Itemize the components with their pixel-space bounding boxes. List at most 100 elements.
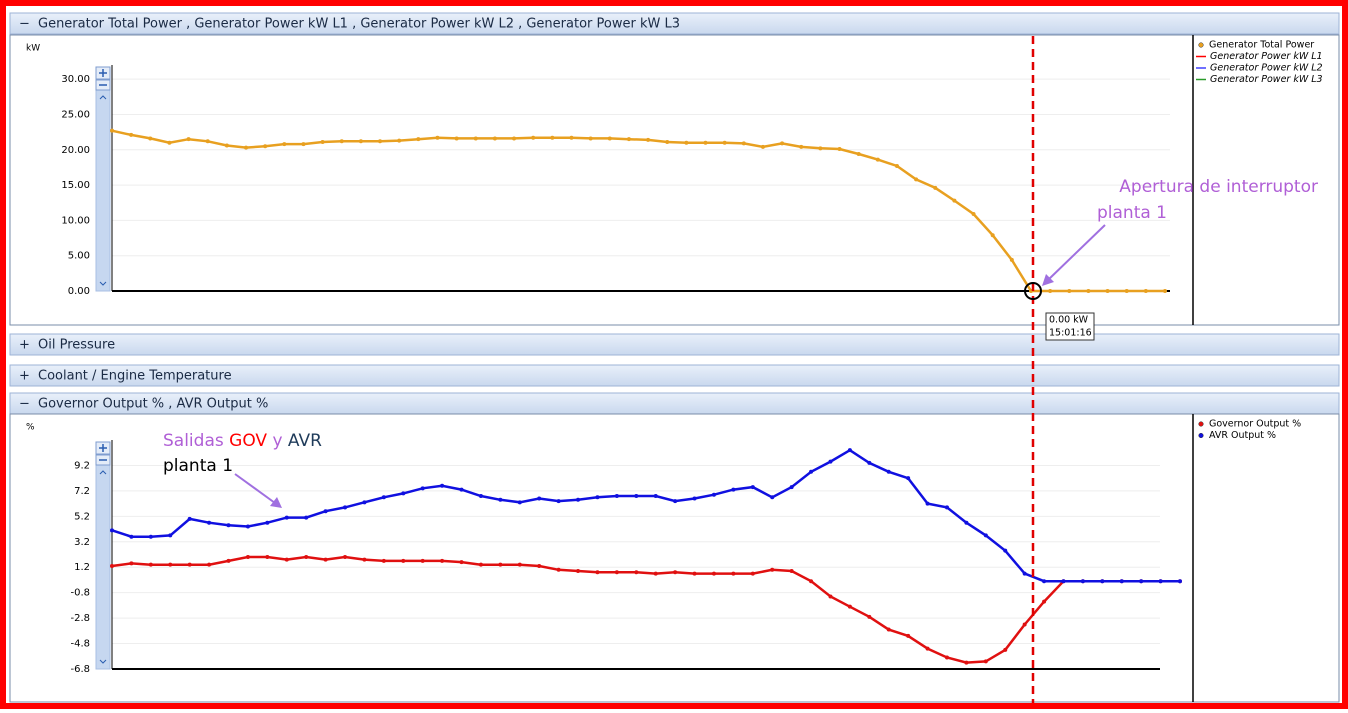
data-point [531, 135, 536, 140]
data-point [886, 469, 891, 474]
data-point [473, 136, 478, 141]
data-point [265, 555, 270, 560]
data-point [1143, 289, 1148, 293]
data-point [498, 562, 503, 567]
y-tick-label: 30.00 [61, 74, 90, 85]
panel-title: Governor Output % , AVR Output % [38, 397, 268, 412]
data-point [440, 558, 445, 563]
data-point [378, 139, 383, 144]
annotation-arrow [234, 473, 276, 504]
content: − Generator Total Power , Generator Power… [9, 12, 1340, 703]
annotation-word: GOV [229, 431, 267, 451]
data-point [1042, 579, 1047, 584]
data-point [1022, 571, 1027, 576]
panel-toggle[interactable]: − [19, 397, 30, 412]
data-point [684, 140, 689, 145]
data-point [320, 139, 325, 144]
y-tick-label: -0.8 [70, 588, 90, 599]
scroll-up[interactable] [99, 95, 107, 100]
data-point [789, 485, 794, 490]
data-point [828, 459, 833, 464]
data-point [1067, 289, 1072, 293]
data-point [711, 492, 716, 497]
data-point [167, 140, 172, 145]
panel-toggle[interactable]: + [19, 338, 30, 353]
zoom-in-icon [99, 69, 107, 77]
data-point [205, 139, 210, 144]
data-point [964, 660, 969, 665]
data-point [1009, 257, 1014, 262]
data-point [1022, 622, 1027, 627]
scroll-up[interactable] [99, 470, 107, 475]
zoom-bar [95, 441, 111, 670]
data-point [245, 555, 250, 560]
data-point [362, 557, 367, 562]
data-point [983, 659, 988, 664]
data-point [692, 571, 697, 576]
data-point [760, 144, 765, 149]
data-point [265, 520, 270, 525]
scroll-down[interactable] [99, 281, 107, 286]
legend-marker [1198, 432, 1204, 439]
data-point [925, 501, 930, 506]
data-point [576, 569, 581, 574]
data-point [187, 562, 192, 567]
y-tick-label: 15.00 [61, 180, 90, 191]
data-point [148, 534, 153, 539]
panel-toggle[interactable]: − [19, 17, 30, 32]
data-point [634, 570, 639, 575]
tooltip-value: 0.00 kW [1049, 315, 1089, 326]
data-point [653, 571, 658, 576]
y-axis-label: % [26, 423, 35, 433]
tooltip-time: 15:01:16 [1049, 328, 1092, 339]
data-point [110, 563, 114, 568]
data-point [722, 140, 727, 145]
annotation-text: Salidas GOV y AVR [163, 431, 322, 451]
data-point [673, 570, 678, 575]
data-point [692, 496, 697, 501]
data-point [856, 151, 861, 156]
data-point [224, 143, 229, 148]
series-line [111, 555, 1180, 664]
panel-title: Generator Total Power , Generator Power … [38, 17, 680, 32]
data-point [576, 497, 581, 502]
data-point [952, 198, 957, 203]
y-tick-label: 5.00 [68, 251, 90, 262]
annotation-text: planta 1 [163, 456, 233, 476]
data-point [925, 646, 930, 651]
panel-toggle[interactable]: + [19, 369, 30, 384]
legend-label: Generator Power kW L2 [1210, 63, 1323, 74]
data-point [148, 562, 153, 567]
data-point [837, 147, 842, 152]
data-point [459, 487, 464, 492]
y-tick-label: 1.2 [74, 562, 90, 573]
y-tick-label: 20.00 [61, 145, 90, 156]
legend-marker [1198, 42, 1204, 48]
data-point [818, 146, 823, 151]
data-point [847, 604, 852, 609]
data-point [207, 562, 212, 567]
data-point [914, 177, 919, 182]
y-tick-label: 0.00 [68, 286, 90, 297]
data-point [673, 499, 678, 504]
data-point [1163, 289, 1167, 293]
data-point [187, 516, 192, 521]
legend-label: Generator Total Power [1209, 40, 1314, 51]
data-point [1139, 579, 1144, 584]
data-point [537, 496, 542, 501]
data-point [420, 486, 425, 491]
data-point [703, 140, 708, 145]
legend-label: Governor Output % [1209, 419, 1301, 430]
data-point [459, 560, 464, 565]
data-point [498, 497, 503, 502]
legend-marker [1198, 421, 1204, 427]
data-point [284, 515, 289, 520]
data-point [964, 520, 969, 525]
data-point [867, 460, 872, 465]
data-point [789, 569, 794, 574]
scroll-down[interactable] [99, 659, 107, 664]
data-point [244, 145, 249, 150]
data-point [809, 579, 814, 584]
data-point [401, 491, 406, 496]
